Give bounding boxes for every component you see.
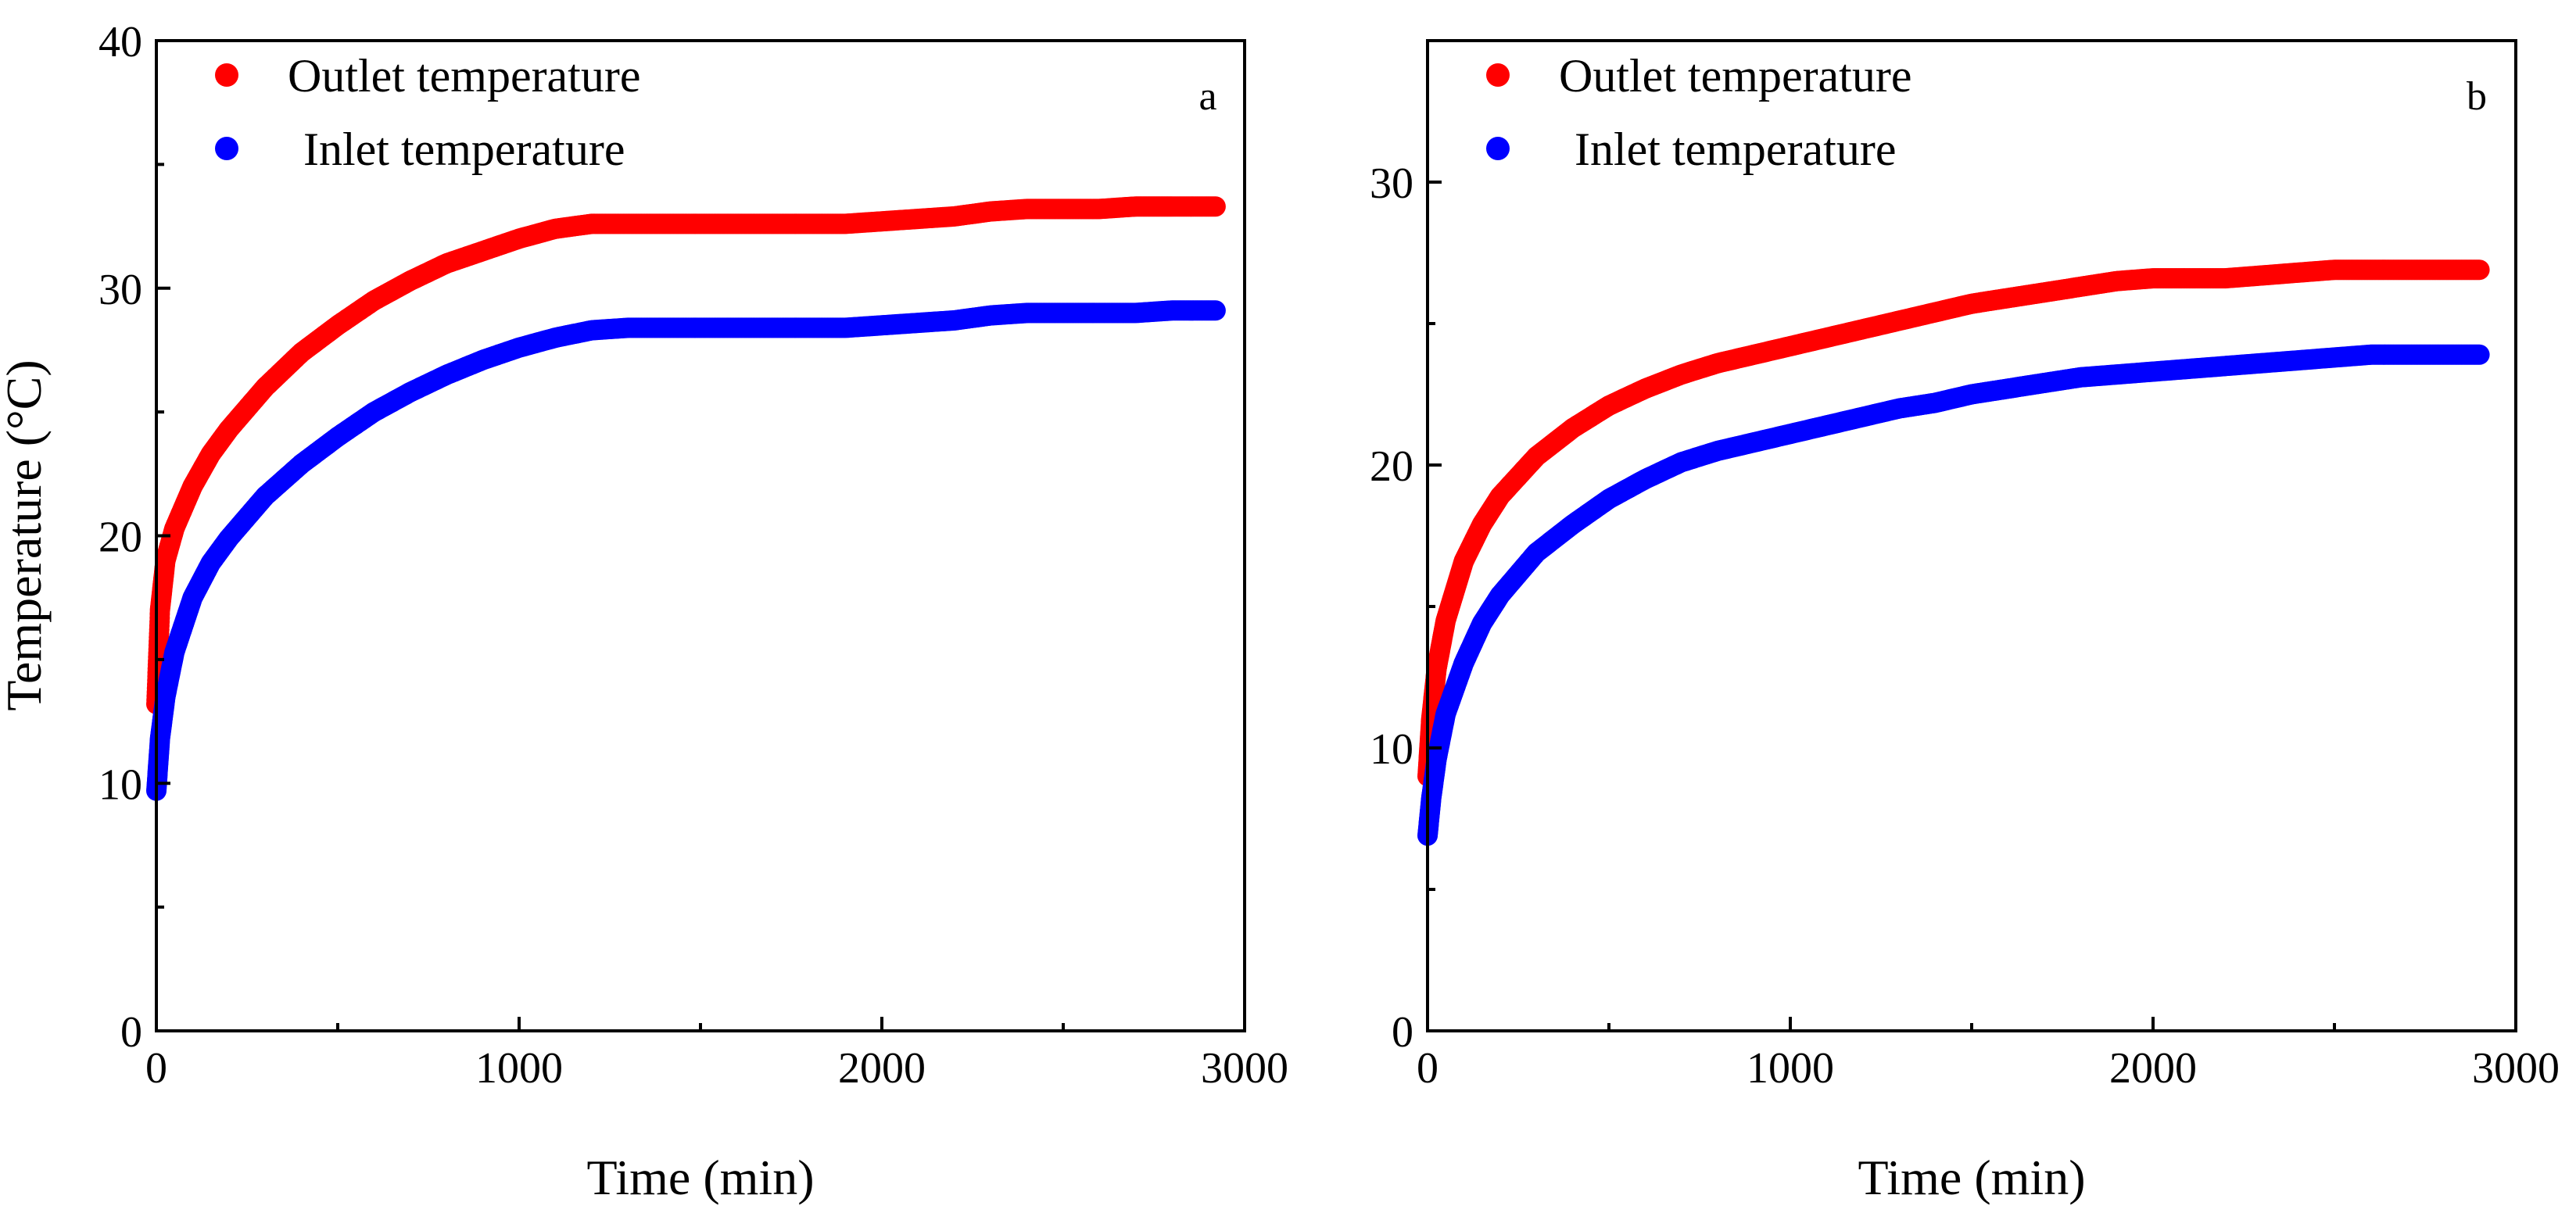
panel-a-x-tick-label: 2000 xyxy=(838,1044,926,1093)
panel-a-legend-outlet-label: Outlet temperature xyxy=(288,50,640,102)
panel-a-inlet-point xyxy=(1205,300,1226,321)
panel-a-y-tick-label: 0 xyxy=(120,1008,142,1057)
panel-b-legend-outlet-label: Outlet temperature xyxy=(1559,50,1911,102)
panel-a-y-tick-label: 10 xyxy=(99,760,142,809)
panel-b-x-axis-title: Time (min) xyxy=(1858,1150,2086,1205)
panel-a-x-tick-label: 0 xyxy=(145,1044,167,1093)
panel-b-data-marks xyxy=(1417,259,2490,846)
panel-a-y-tick-label: 20 xyxy=(99,513,142,562)
panel-b-x-tick-label: 1000 xyxy=(1747,1044,1834,1093)
panel-b-outlet-point xyxy=(2469,259,2490,281)
panel-b-inlet-point xyxy=(2469,344,2490,365)
panel-a-legend-inlet-marker xyxy=(215,137,238,160)
panel-b-y-tick-label: 20 xyxy=(1370,442,1413,491)
panel-a-x-tick-label: 1000 xyxy=(475,1044,563,1093)
panel-b-y-tick-label: 0 xyxy=(1392,1008,1413,1057)
panel-a-y-axis-title: Temperature (°C) xyxy=(0,360,52,710)
panel-b-inlet-series xyxy=(1417,344,2490,846)
panel-a-legend-inlet-label: Inlet temperature xyxy=(303,123,625,175)
panel-b-x-tick-label: 3000 xyxy=(2472,1044,2560,1093)
panel-a-label: a xyxy=(1198,74,1216,119)
panel-b-legend-inlet-label: Inlet temperature xyxy=(1575,123,1896,175)
panel-b-label: b xyxy=(2467,74,2487,119)
panel-b: 0 1000 2000 3000 0 10 20 30 Time (min) b Outlet… xyxy=(1370,39,2560,1205)
panel-a-x-axis-title: Time (min) xyxy=(587,1150,815,1205)
panel-b-x-tick-label: 0 xyxy=(1417,1044,1438,1093)
panel-b-legend-outlet-marker xyxy=(1486,63,1510,87)
panel-b-legend-inlet-marker xyxy=(1486,137,1510,160)
panel-a-data-marks xyxy=(146,196,1226,801)
panel-a-outlet-point xyxy=(1205,196,1226,217)
panel-a-tick-labels: 0 1000 2000 3000 0 10 20 30 40 xyxy=(99,18,1288,1093)
panel-b-outlet-series xyxy=(1417,259,2490,787)
panel-a-outlet-series xyxy=(146,196,1226,714)
panel-a-inlet-series xyxy=(146,300,1226,801)
panel-b-y-tick-label: 30 xyxy=(1370,159,1413,208)
panel-a-legend: Outlet temperature Inlet temperature xyxy=(215,50,640,175)
panel-a-ticks xyxy=(155,39,1246,1032)
panel-b-y-tick-label: 10 xyxy=(1370,725,1413,774)
panel-b-x-tick-label: 2000 xyxy=(2109,1044,2197,1093)
panel-a-y-tick-label: 40 xyxy=(99,18,142,66)
panel-a: 0 1000 2000 3000 0 10 20 30 40 Time (min) Temper… xyxy=(0,18,1288,1205)
panel-a-legend-outlet-marker xyxy=(215,63,238,87)
panel-a-x-tick-label: 3000 xyxy=(1201,1044,1288,1093)
panel-a-y-tick-label: 30 xyxy=(99,266,142,314)
